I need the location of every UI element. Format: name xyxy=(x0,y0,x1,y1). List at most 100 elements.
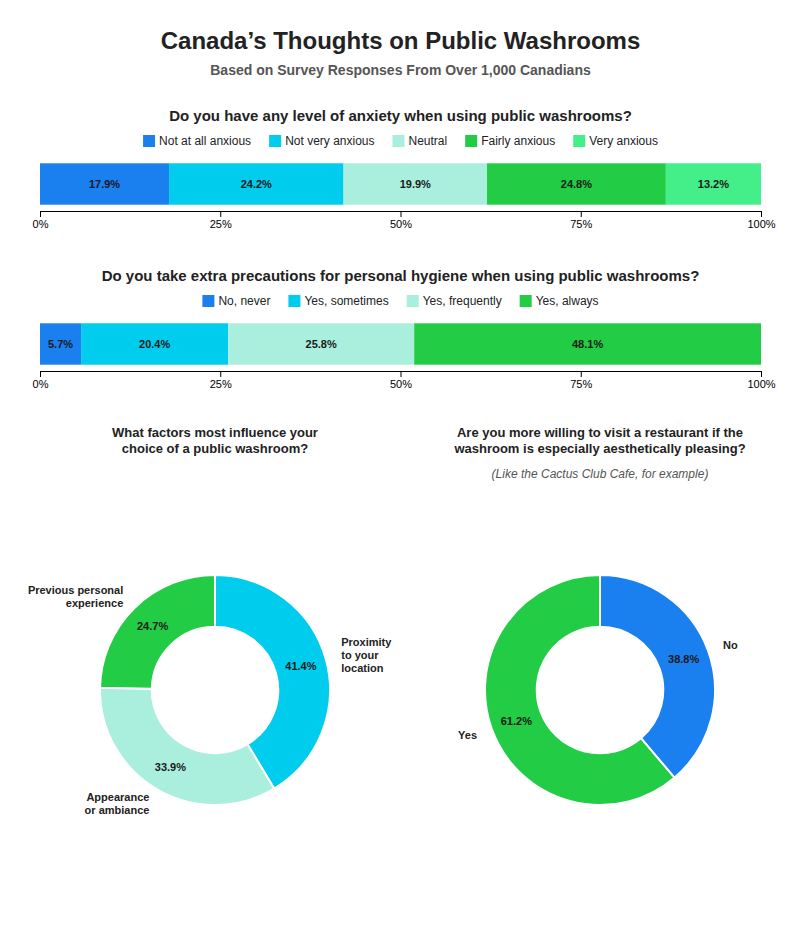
data-labels: 5.7%20.4%25.8%48.1% xyxy=(48,338,603,350)
legend-label: Yes, sometimes xyxy=(304,294,388,308)
legend-swatch xyxy=(269,135,281,147)
legend-label: No, never xyxy=(218,294,270,308)
chart-title: Do you take extra precautions for person… xyxy=(102,267,700,284)
data-labels: 38.8% 61.2% xyxy=(501,653,700,726)
legend-swatch xyxy=(288,295,300,307)
legend-label: Not at all anxious xyxy=(159,134,251,148)
legend-label: Yes, always xyxy=(536,294,599,308)
x-tick: 50% xyxy=(390,211,412,230)
chart-title-line: choice of a public washroom? xyxy=(122,440,308,455)
legend-swatch xyxy=(393,135,405,147)
category-label-line: Appearance xyxy=(86,791,149,803)
bar-segment xyxy=(228,323,414,364)
data-label: 25.8% xyxy=(306,338,337,350)
category-label-line: experience xyxy=(66,597,123,609)
bars xyxy=(40,323,761,364)
chart-title: What factors most influence yourchoice o… xyxy=(112,425,318,456)
category-label: Proximityto yourlocation xyxy=(341,636,392,674)
legend-item: Yes, always xyxy=(520,294,599,308)
x-tick-label: 100% xyxy=(747,378,775,390)
legend-swatch xyxy=(465,135,477,147)
x-tick-label: 50% xyxy=(390,378,412,390)
data-labels: 41.4%33.9%24.7% xyxy=(137,620,317,773)
x-tick-label: 100% xyxy=(747,218,775,230)
x-tick-mark xyxy=(220,371,221,377)
donut-chart: What factors most influence yourchoice o… xyxy=(28,425,392,816)
category-label: Previous personalexperience xyxy=(28,584,123,609)
x-tick: 0% xyxy=(33,211,49,230)
x-axis-domain xyxy=(41,372,762,378)
x-tick: 100% xyxy=(747,371,775,390)
legend-item: No, never xyxy=(202,294,270,308)
data-label: 5.7% xyxy=(48,338,73,350)
category-label: Appearanceor ambiance xyxy=(85,791,150,816)
slices xyxy=(100,575,330,805)
x-tick-label: 75% xyxy=(570,378,592,390)
x-tick-mark xyxy=(220,211,221,217)
chart-title-line: What factors most influence your xyxy=(112,425,318,440)
data-label: 20.4% xyxy=(139,338,170,350)
x-tick: 75% xyxy=(570,371,592,390)
x-tick-mark xyxy=(761,371,762,377)
data-label: 41.4% xyxy=(285,660,316,672)
bar-chart: Do you have any level of anxiety when us… xyxy=(33,107,776,230)
bar-segment xyxy=(666,163,761,204)
legend-item: Yes, sometimes xyxy=(288,294,388,308)
chart-title-line: Are you more willing to visit a restaura… xyxy=(457,425,743,440)
bar-chart: Do you take extra precautions for person… xyxy=(33,267,776,390)
x-tick: 100% xyxy=(747,211,775,230)
category-label: No xyxy=(723,639,738,651)
donut-chart: Are you more willing to visit a restaura… xyxy=(453,425,745,805)
x-tick-label: 50% xyxy=(390,218,412,230)
bars xyxy=(40,163,761,204)
legend-label: Not very anxious xyxy=(285,134,374,148)
data-label: 24.8% xyxy=(561,178,592,190)
legend-swatch xyxy=(202,295,214,307)
x-tick-label: 0% xyxy=(33,378,49,390)
x-tick-mark xyxy=(401,371,402,377)
category-label-line: Previous personal xyxy=(28,584,123,596)
legend: Not at all anxious Not very anxious Neutra… xyxy=(143,134,658,148)
legend-item: Not at all anxious xyxy=(143,134,251,148)
x-tick-mark xyxy=(581,371,582,377)
data-label: 61.2% xyxy=(501,715,532,727)
bar-segment xyxy=(344,163,487,204)
legend: No, never Yes, sometimes Yes, frequently Ye… xyxy=(202,294,598,308)
x-axis: 0% 25% 50% 75% 100% xyxy=(33,371,776,390)
legend-swatch xyxy=(143,135,155,147)
x-tick: 75% xyxy=(570,211,592,230)
legend-item: Neutral xyxy=(393,134,448,148)
chart-title: Do you have any level of anxiety when us… xyxy=(169,107,632,124)
legend-item: Very anxious xyxy=(573,134,658,148)
legend-item: Fairly anxious xyxy=(465,134,555,148)
legend-swatch xyxy=(407,295,419,307)
slice xyxy=(600,575,715,778)
title: Canada’s Thoughts on Public Washrooms xyxy=(161,27,641,54)
category-label-line: or ambiance xyxy=(85,804,150,816)
data-label: 17.9% xyxy=(89,178,120,190)
legend-label: Fairly anxious xyxy=(481,134,555,148)
chart-subtitle: (Like the Cactus Club Cafe, for example) xyxy=(492,467,709,481)
legend-item: Not very anxious xyxy=(269,134,374,148)
x-tick-label: 0% xyxy=(33,218,49,230)
data-label: 38.8% xyxy=(668,653,699,665)
bar-segment xyxy=(169,163,343,204)
slice xyxy=(485,575,674,805)
x-tick-label: 75% xyxy=(570,218,592,230)
legend-swatch xyxy=(573,135,585,147)
category-label: Yes xyxy=(458,729,477,741)
x-tick-label: 25% xyxy=(210,218,232,230)
x-tick-mark xyxy=(401,211,402,217)
data-label: 24.2% xyxy=(241,178,272,190)
chart-title: Are you more willing to visit a restaura… xyxy=(453,425,745,456)
x-axis-domain xyxy=(41,212,762,218)
legend-label: Yes, frequently xyxy=(423,294,502,308)
data-label: 33.9% xyxy=(155,761,186,773)
legend-swatch xyxy=(520,295,532,307)
x-axis: 0% 25% 50% 75% 100% xyxy=(33,211,776,230)
x-tick-label: 25% xyxy=(210,378,232,390)
legend-label: Very anxious xyxy=(589,134,658,148)
bar-segment xyxy=(81,323,228,364)
category-label-line: Proximity xyxy=(341,636,392,648)
legend-item: Yes, frequently xyxy=(407,294,502,308)
